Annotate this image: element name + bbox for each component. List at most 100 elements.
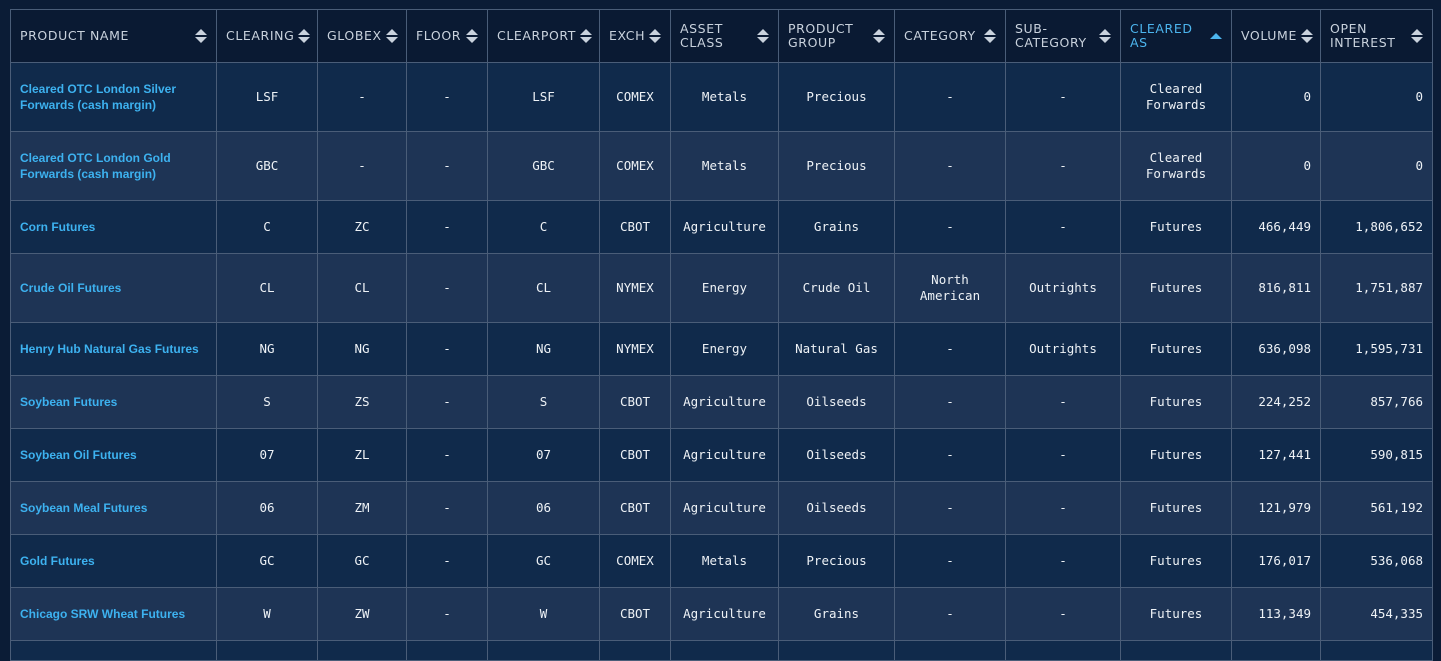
cell-product-group: Oilseeds bbox=[778, 428, 895, 482]
cell-sub-category: - bbox=[1005, 375, 1121, 429]
sort-icon[interactable] bbox=[298, 29, 311, 43]
cell-volume: 121,979 bbox=[1231, 481, 1321, 535]
cell-product-group: Oilseeds bbox=[778, 481, 895, 535]
sort-icon[interactable] bbox=[1300, 29, 1313, 43]
sort-icon[interactable] bbox=[1411, 29, 1423, 43]
sort-icon[interactable] bbox=[195, 29, 207, 43]
column-label: VOLUME bbox=[1241, 28, 1297, 43]
cell-product-group: Crude Oil bbox=[778, 253, 895, 323]
product-name-link[interactable]: Crude Oil Futures bbox=[10, 253, 217, 323]
product-name-link[interactable]: Corn Futures bbox=[10, 200, 217, 254]
product-name-link[interactable]: Soybean Oil Futures bbox=[10, 428, 217, 482]
cell bbox=[670, 640, 779, 661]
cell-floor: - bbox=[406, 375, 488, 429]
cell-asset-class: Metals bbox=[670, 131, 779, 201]
table-row: Crude Oil Futures CL CL - CL NYMEX Energy Crude… bbox=[10, 253, 1433, 323]
cell-globex: ZS bbox=[317, 375, 407, 429]
sort-icon[interactable] bbox=[649, 29, 662, 43]
cell-globex: - bbox=[317, 131, 407, 201]
cell-open-interest: 590,815 bbox=[1320, 428, 1433, 482]
cell-exch: NYMEX bbox=[599, 322, 671, 376]
cell-floor: - bbox=[406, 322, 488, 376]
sort-icon[interactable] bbox=[1099, 29, 1111, 43]
cell-clearing: 07 bbox=[216, 428, 318, 482]
cell-product-group: Oilseeds bbox=[778, 375, 895, 429]
cell bbox=[1231, 640, 1321, 661]
cell-open-interest: 857,766 bbox=[1320, 375, 1433, 429]
table-row: Chicago SRW Wheat Futures W ZW - W CBOT Agricu… bbox=[10, 587, 1433, 641]
cell-category: - bbox=[894, 62, 1006, 132]
column-header-asset-class[interactable]: ASSET CLASS bbox=[670, 9, 779, 63]
product-name-link[interactable]: Cleared OTC London Gold Forwards (cash m… bbox=[10, 131, 217, 201]
cell-clearing: C bbox=[216, 200, 318, 254]
column-header-product-group[interactable]: PRODUCT GROUP bbox=[778, 9, 895, 63]
cell-cleared-as: Futures bbox=[1120, 587, 1232, 641]
cell-floor: - bbox=[406, 200, 488, 254]
column-header-exch[interactable]: EXCH bbox=[599, 9, 671, 63]
cell-volume: 466,449 bbox=[1231, 200, 1321, 254]
sort-icon[interactable] bbox=[466, 29, 478, 43]
sort-icon[interactable] bbox=[757, 29, 769, 43]
table-row: Henry Hub Natural Gas Futures NG NG - NG NYME… bbox=[10, 322, 1433, 376]
sort-icon[interactable] bbox=[580, 29, 593, 43]
cell-clearport: NG bbox=[487, 322, 600, 376]
cell-asset-class: Energy bbox=[670, 322, 779, 376]
cell-clearing: W bbox=[216, 587, 318, 641]
product-name-link[interactable]: Henry Hub Natural Gas Futures bbox=[10, 322, 217, 376]
cell-asset-class: Agriculture bbox=[670, 375, 779, 429]
cell-volume: 0 bbox=[1231, 62, 1321, 132]
cell bbox=[406, 640, 488, 661]
table-row: Soybean Meal Futures 06 ZM -06 CBOT Agricultu… bbox=[10, 481, 1433, 535]
cell bbox=[317, 640, 407, 661]
product-name-link[interactable]: Soybean Meal Futures bbox=[10, 481, 217, 535]
cell-cleared-as: Futures bbox=[1120, 253, 1232, 323]
cell-volume: 224,252 bbox=[1231, 375, 1321, 429]
cell-floor: - bbox=[406, 534, 488, 588]
product-name-link[interactable]: Cleared OTC London Silver Forwards (cash… bbox=[10, 62, 217, 132]
cell-cleared-as: Cleared Forwards bbox=[1120, 62, 1232, 132]
cell-open-interest: 0 bbox=[1320, 131, 1433, 201]
column-header-cleared-as[interactable]: CLEARED AS bbox=[1120, 9, 1232, 63]
product-name-link[interactable]: Chicago SRW Wheat Futures bbox=[10, 587, 217, 641]
cell-category: - bbox=[894, 322, 1006, 376]
cell-volume: 636,098 bbox=[1231, 322, 1321, 376]
sort-icon[interactable] bbox=[873, 29, 885, 43]
cell-open-interest: 1,751,887 bbox=[1320, 253, 1433, 323]
column-label: CLEARED AS bbox=[1130, 21, 1193, 50]
column-header-clearport[interactable]: CLEARPORT bbox=[487, 9, 600, 63]
cell bbox=[216, 640, 318, 661]
cell bbox=[1320, 640, 1433, 661]
sort-icon[interactable] bbox=[385, 29, 398, 43]
sort-icon[interactable] bbox=[984, 29, 996, 43]
cell-floor: - bbox=[406, 481, 488, 535]
column-header-open-interest[interactable]: OPEN INTEREST bbox=[1320, 9, 1433, 63]
cell-volume: 0 bbox=[1231, 131, 1321, 201]
cell-clearport: GBC bbox=[487, 131, 600, 201]
cell-sub-category: - bbox=[1005, 428, 1121, 482]
column-header-clearing[interactable]: CLEARING bbox=[216, 9, 318, 63]
table-row: Cleared OTC London Silver Forwards (cash… bbox=[10, 62, 1433, 132]
column-header-floor[interactable]: FLOOR bbox=[406, 9, 488, 63]
cell-category: - bbox=[894, 534, 1006, 588]
column-header-globex[interactable]: GLOBEX bbox=[317, 9, 407, 63]
column-header-product-name[interactable]: PRODUCT NAME bbox=[10, 9, 217, 63]
cell-exch: CBOT bbox=[599, 200, 671, 254]
column-header-sub-category[interactable]: SUB-CATEGORY bbox=[1005, 9, 1121, 63]
cell-globex: NG bbox=[317, 322, 407, 376]
column-label: ASSET CLASS bbox=[680, 21, 724, 50]
cell-globex: ZW bbox=[317, 587, 407, 641]
cell-exch: COMEX bbox=[599, 534, 671, 588]
column-header-volume[interactable]: VOLUME bbox=[1231, 9, 1321, 63]
cell-category: - bbox=[894, 428, 1006, 482]
cell-clearport: CL bbox=[487, 253, 600, 323]
cell-floor: - bbox=[406, 587, 488, 641]
sort-ascending-icon[interactable] bbox=[1210, 33, 1222, 39]
column-header-category[interactable]: CATEGORY bbox=[894, 9, 1006, 63]
product-name-link[interactable]: Soybean Futures bbox=[10, 375, 217, 429]
cell-open-interest: 561,192 bbox=[1320, 481, 1433, 535]
products-table: PRODUCT NAME CLEARING GLOBEX FLOOR CLEARPORT… bbox=[10, 9, 1433, 661]
cell-open-interest: 0 bbox=[1320, 62, 1433, 132]
table-row bbox=[10, 640, 1433, 661]
product-name-link[interactable]: Gold Futures bbox=[10, 534, 217, 588]
table-row: Soybean Futures S ZS - S CBOT Agriculture Oilse… bbox=[10, 375, 1433, 429]
